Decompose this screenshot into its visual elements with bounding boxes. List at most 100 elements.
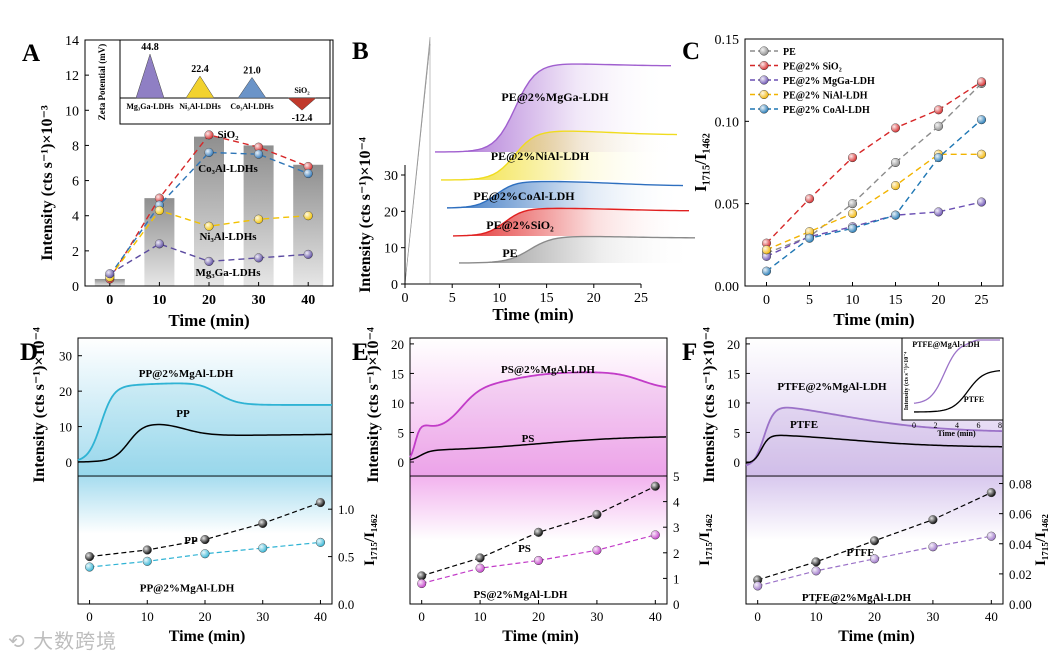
ribbon-area-pe: [459, 236, 695, 263]
point-pp-t40-shine: [316, 498, 325, 507]
ribbon-label-pe: PE: [502, 246, 517, 260]
point-ptfe-2-mgal-ldh-t30-shine: [928, 542, 938, 552]
top-y-tick-label: 15: [391, 366, 404, 381]
y-axis-label: Intensity (cts s⁻¹)×10⁻⁴: [357, 137, 374, 293]
bottom-y-tick-label: 0.08: [1009, 477, 1032, 492]
x-tick-label: 40: [985, 609, 998, 624]
ribbon-label-pe-2-sio: PE@2%SiO₂: [486, 218, 554, 232]
bottom-y-tick-label: 3: [673, 520, 680, 535]
series-label-sio: SiO₂: [217, 129, 239, 141]
x-tick-label: 10: [810, 609, 823, 624]
point-pp-t10-shine: [142, 545, 152, 555]
point-pe-t20-shine: [934, 121, 943, 131]
point-co-al-ldhs-t40-shine: [303, 169, 313, 178]
curve-label-ptfe-2-mgal-ldh: PTFE@2%MgAl-LDH: [777, 381, 887, 393]
legend-label-pe-2-nial-ldh: PE@2% NiAl-LDH: [783, 91, 868, 102]
bottom-y-tick-label: 0.0: [338, 597, 354, 612]
series-line-pe-2-sio: [765, 81, 982, 244]
point-ptfe-t30-shine: [928, 515, 938, 524]
legend-marker-pe-2-coal-ldh-shine: [759, 104, 769, 114]
ribbon-area-pe-2-nial-ldh: [441, 131, 677, 180]
legend-marker-pe-shine: [759, 46, 769, 56]
y-tick-label: 10: [384, 242, 398, 257]
inset-x-tick-label: 0: [912, 421, 916, 430]
x-tick-label: 0: [754, 609, 761, 624]
top-y-tick-label: 5: [734, 425, 741, 440]
point-pe-2-sio-t5-shine: [805, 194, 814, 204]
curve-ps-2-mgal-ldh: [409, 371, 667, 458]
y-tick-label: 12: [65, 69, 79, 84]
bottom-y-tick-label: 2: [673, 546, 680, 561]
bottom-y-tick-label: 1: [673, 571, 680, 586]
y-axis-label: I₁₇₁₅/I₁₄₆₂: [691, 133, 710, 192]
y-tick-label: 0.05: [715, 198, 740, 213]
top-y-axis-label: Intensity (cts s⁻¹)×10⁻⁴: [31, 327, 48, 483]
inset-label-ptfe: PTFE: [964, 395, 984, 404]
point-pe-2-nial-ldh-t0-shine: [762, 245, 771, 255]
point-ps-t0-shine: [417, 571, 426, 581]
point-pe-2-mgga-ldh-t20-shine: [934, 207, 943, 217]
x-tick-label: 10: [492, 291, 506, 306]
x-tick-label: 30: [590, 609, 603, 624]
point-pp-2-mgal-ldh-t30-shine: [258, 543, 268, 553]
x-tick-label: 15: [889, 293, 903, 308]
top-plot-background: [78, 338, 332, 476]
x-tick-label: 40: [301, 293, 315, 308]
x-tick-label: 40: [649, 609, 662, 624]
point-ni-al-ldhs-t30-shine: [254, 214, 263, 224]
area-pp-2-mgal-ldh: [78, 383, 332, 476]
point-ni-al-ldhs-t10-shine: [155, 206, 164, 215]
point-pe-2-nial-ldh-t10-shine: [848, 209, 857, 218]
bar-t40: [293, 164, 324, 286]
point-pp-2-mgal-ldh-t40-shine: [316, 538, 325, 547]
panel-letter-e: E: [352, 339, 369, 366]
point-ps-t10-shine: [475, 553, 485, 563]
point-ps-2-mgal-ldh-t10-shine: [475, 563, 485, 573]
top-plot-background: [410, 338, 667, 476]
series-line-ptfe-2-mgal-ldh: [757, 535, 992, 587]
y-tick-label: 0: [391, 278, 398, 293]
series-line-pe-2-coal-ldh: [766, 119, 982, 272]
point-ni-al-ldhs-t20-shine: [204, 221, 214, 231]
y-tick-label: 2: [72, 245, 79, 260]
series-line-co-al-ldhs: [109, 151, 309, 276]
inset-curve-ptfe-mgal-ldh: [913, 339, 1000, 404]
point-pe-2-nial-ldh-t15-shine: [891, 181, 900, 190]
zeta-value-sio: -12.4: [292, 113, 313, 124]
panel-b: 0 10 20 30 0 5 10 15 20 25 Time (min) Intensity (ct…: [357, 36, 696, 324]
point-sio-t10-shine: [155, 193, 164, 203]
top-y-axis-label: Intensity (cts s⁻¹)×10⁻⁴: [365, 327, 382, 483]
ribbon-label-pe-2-coal-ldh: PE@2%CoAl-LDH: [473, 189, 575, 203]
point-pe-2-sio-t0-shine: [762, 238, 771, 248]
point-pe-2-coal-ldh-t0-shine: [762, 266, 771, 276]
point-mg-ga-ldhs-t10-shine: [155, 239, 164, 249]
bottom-y-axis-label: I₁₇₁₅/I₁₄₆₂: [1033, 514, 1049, 566]
point-pp-t30-shine: [258, 519, 268, 528]
x-tick-label: 20: [932, 293, 946, 308]
bottom-y-tick-label: 4: [673, 495, 680, 510]
x-tick-label: 10: [846, 293, 860, 308]
curve-ptfe: [745, 434, 1003, 464]
curve-pp-2-mgal-ldh: [77, 382, 332, 461]
x-axis-label: Time (min): [502, 628, 579, 645]
zeta-value-ni-al-ldhs: 22.4: [191, 64, 209, 75]
inset-y-axis-label: Intensity (cts s⁻¹)×10⁻⁴: [903, 352, 910, 411]
x-tick-label: 10: [141, 609, 154, 624]
point-pp-t20-shine: [200, 535, 210, 544]
zeta-cone-sio: [287, 97, 317, 111]
x-tick-label: 25: [975, 293, 989, 308]
inset-label-ptfe-mgal-ldh: PTFE@MgAl-LDH: [912, 340, 980, 349]
bottom-y-axis-label: I₁₇₁₅/I₁₄₆₂: [362, 514, 378, 566]
point-pe-2-coal-ldh-t10-shine: [848, 224, 857, 233]
curve-pp: [77, 423, 333, 463]
y-tick-label: 4: [72, 210, 79, 225]
point-ptfe-2-mgal-ldh-t10-shine: [811, 566, 821, 576]
point-pe-2-sio-t20-shine: [934, 105, 943, 115]
curve-label-ps: PS: [522, 433, 535, 445]
bottom-y-tick-label: 5: [673, 469, 680, 484]
top-y-tick-label: 5: [398, 425, 405, 440]
point-mg-ga-ldhs-t30-shine: [254, 253, 263, 263]
top-y-tick-label: 30: [59, 349, 72, 364]
zeta-cone-mg-ga-ldhs: [135, 53, 165, 99]
